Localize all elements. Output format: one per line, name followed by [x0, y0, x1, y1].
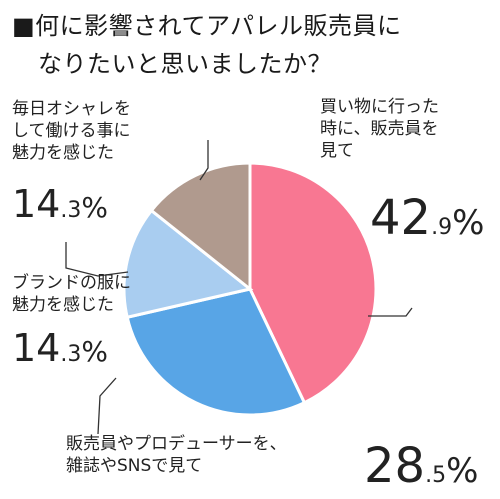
- label-media: 販売員やプロデューサーを、 雑誌やSNSで見て: [66, 433, 287, 477]
- value-fashion-int: 14: [12, 182, 61, 226]
- value-shopping-int: 42: [370, 190, 432, 246]
- value-shopping-pct: %: [452, 203, 485, 243]
- label-brand-line-2: 魅力を感じた: [12, 295, 114, 315]
- value-label-brand: 14.3%: [12, 326, 108, 370]
- label-shopping-line-2: 時に、販売員を: [320, 119, 439, 139]
- label-fashion: 毎日オシャレを して働ける事に 魅力を感じた: [12, 98, 131, 164]
- label-shopping-line-3: 見て: [320, 141, 354, 161]
- leader-line-media: [97, 377, 117, 435]
- leader-line-shopping: [368, 307, 413, 317]
- label-media-line-1: 販売員やプロデューサーを、: [66, 434, 287, 454]
- label-shopping-line-1: 買い物に行った: [320, 97, 439, 117]
- label-fashion-line-3: 魅力を感じた: [12, 143, 114, 163]
- value-label-media: 28.5%: [364, 438, 478, 494]
- value-fashion-pct: %: [81, 191, 108, 224]
- value-brand-int: 14: [12, 326, 61, 370]
- value-media-pct: %: [446, 451, 479, 491]
- label-brand: ブランドの服に 魅力を感じた: [12, 272, 131, 316]
- value-label-shopping: 42.9%: [370, 190, 484, 246]
- label-media-line-2: 雑誌やSNSで見て: [66, 456, 203, 476]
- slice-shopping: [248, 161, 378, 405]
- slice-fashion: [149, 161, 252, 293]
- chart-title-line-2: なりたいと思いましたか？: [38, 50, 332, 78]
- value-brand-pct: %: [81, 335, 108, 368]
- chart-title-line-1: ■何に影響されてアパレル販売員に: [12, 12, 402, 40]
- leader-line-brand: [65, 242, 129, 277]
- label-shopping: 買い物に行った 時に、販売員を 見て: [320, 96, 439, 162]
- slice-media: [125, 287, 307, 417]
- value-media-frac: .5: [425, 463, 447, 488]
- label-fashion-line-2: して働ける事に: [12, 121, 131, 141]
- label-brand-line-1: ブランドの服に: [12, 273, 131, 293]
- value-shopping-frac: .9: [431, 215, 453, 240]
- value-fashion-frac: .3: [60, 198, 82, 223]
- slice-brand: [122, 208, 254, 320]
- value-brand-frac: .3: [60, 342, 82, 367]
- label-fashion-line-1: 毎日オシャレを: [12, 99, 131, 119]
- leader-line-fashion: [199, 140, 209, 181]
- value-label-fashion: 14.3%: [12, 182, 108, 226]
- value-media-int: 28: [364, 438, 426, 494]
